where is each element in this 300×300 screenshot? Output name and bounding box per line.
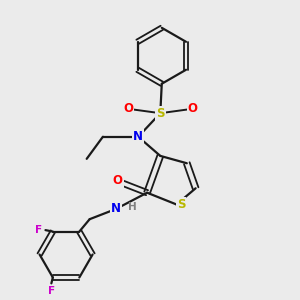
Text: O: O — [188, 102, 198, 115]
Text: S: S — [177, 198, 185, 211]
Text: H: H — [128, 202, 137, 212]
Text: N: N — [133, 130, 143, 143]
Text: F: F — [34, 225, 42, 235]
Text: O: O — [123, 102, 133, 115]
Text: O: O — [112, 174, 123, 188]
Text: S: S — [156, 107, 165, 120]
Text: N: N — [111, 202, 121, 215]
Text: F: F — [48, 286, 55, 296]
